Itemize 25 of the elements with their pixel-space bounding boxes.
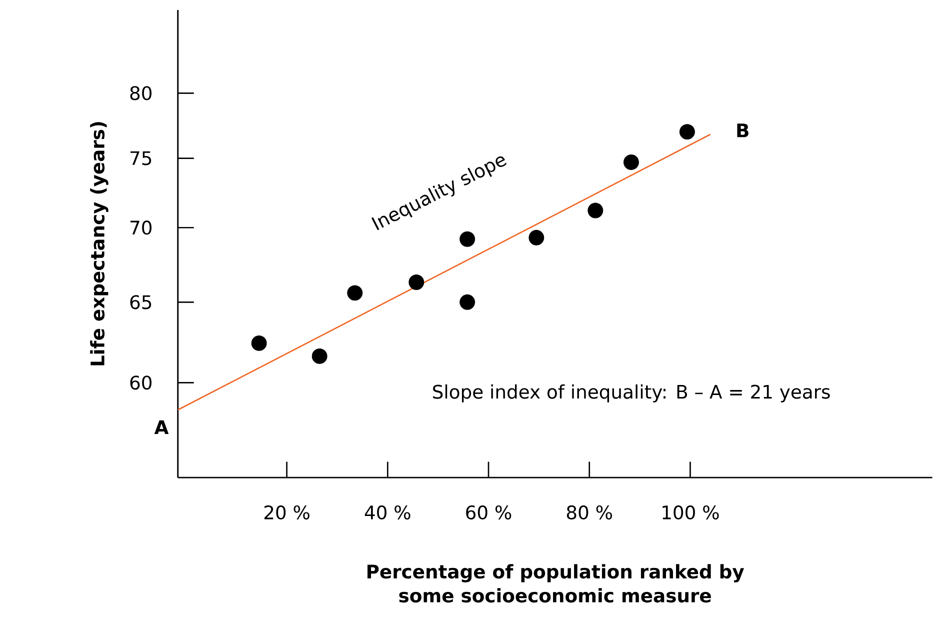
point (679, 124, 695, 140)
x-tick-label: 100 % (662, 506, 719, 520)
point (312, 348, 328, 364)
point (408, 274, 424, 290)
y-tick-label: 80 (130, 86, 152, 100)
point (251, 336, 267, 352)
point (588, 203, 604, 218)
annotation: Slope index of inequality: B – A = 21 years (433, 384, 830, 403)
point (460, 232, 476, 248)
point (460, 294, 476, 310)
annotation: B (737, 124, 748, 138)
y-tick-label: 75 (130, 152, 152, 166)
x-tick-label: 20 % (264, 506, 310, 520)
x-axis-title: Percentage of population ranked by some socioeconomic measure (368, 564, 744, 603)
x-tick-label: 40 % (364, 506, 410, 520)
x-tick-label: 60 % (466, 506, 512, 520)
y-tick-label: 60 (130, 376, 152, 390)
y-tick-label: 65 (130, 295, 152, 310)
point (528, 230, 544, 246)
x-tick-label: 80 % (566, 506, 612, 520)
point (623, 154, 639, 170)
y-tick-label: 70 (130, 220, 152, 235)
annotation: A (154, 420, 169, 434)
point (347, 285, 363, 301)
y-axis-title: Life expectancy (years) (90, 122, 108, 366)
